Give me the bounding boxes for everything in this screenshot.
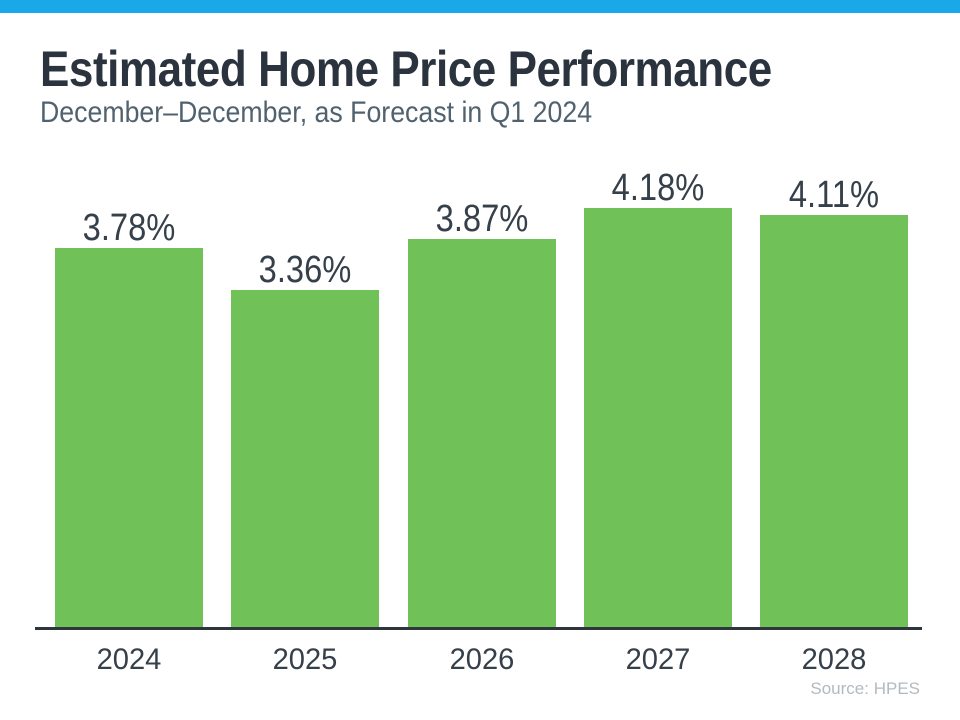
bar-2027 (584, 208, 732, 628)
top-accent-bar (0, 0, 960, 13)
x-tick-2027: 2027 (625, 643, 691, 676)
bar-2024 (55, 248, 203, 628)
x-tick-2024: 2024 (96, 643, 162, 676)
page-title: Estimated Home Price Performance (40, 41, 772, 97)
bar-value-label-2028: 4.11% (788, 174, 880, 216)
x-axis-line (35, 627, 922, 630)
source-credit: Source: HPES (810, 679, 920, 698)
bar-2026 (408, 239, 556, 628)
page-subtitle: December–December, as Forecast in Q1 202… (40, 96, 593, 129)
bar-value-label-2024: 3.78% (82, 207, 176, 249)
x-tick-2025: 2025 (272, 643, 338, 676)
x-tick-2028: 2028 (801, 643, 867, 676)
bar-2025 (231, 290, 379, 628)
bar-value-label-2027: 4.18% (611, 167, 705, 209)
bar-value-label-2026: 3.87% (435, 198, 529, 240)
bar-2028 (760, 215, 908, 628)
x-tick-2026: 2026 (449, 643, 515, 676)
bar-value-label-2025: 3.36% (258, 249, 352, 291)
